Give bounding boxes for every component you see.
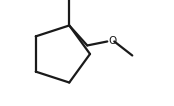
Text: O: O (108, 36, 117, 46)
